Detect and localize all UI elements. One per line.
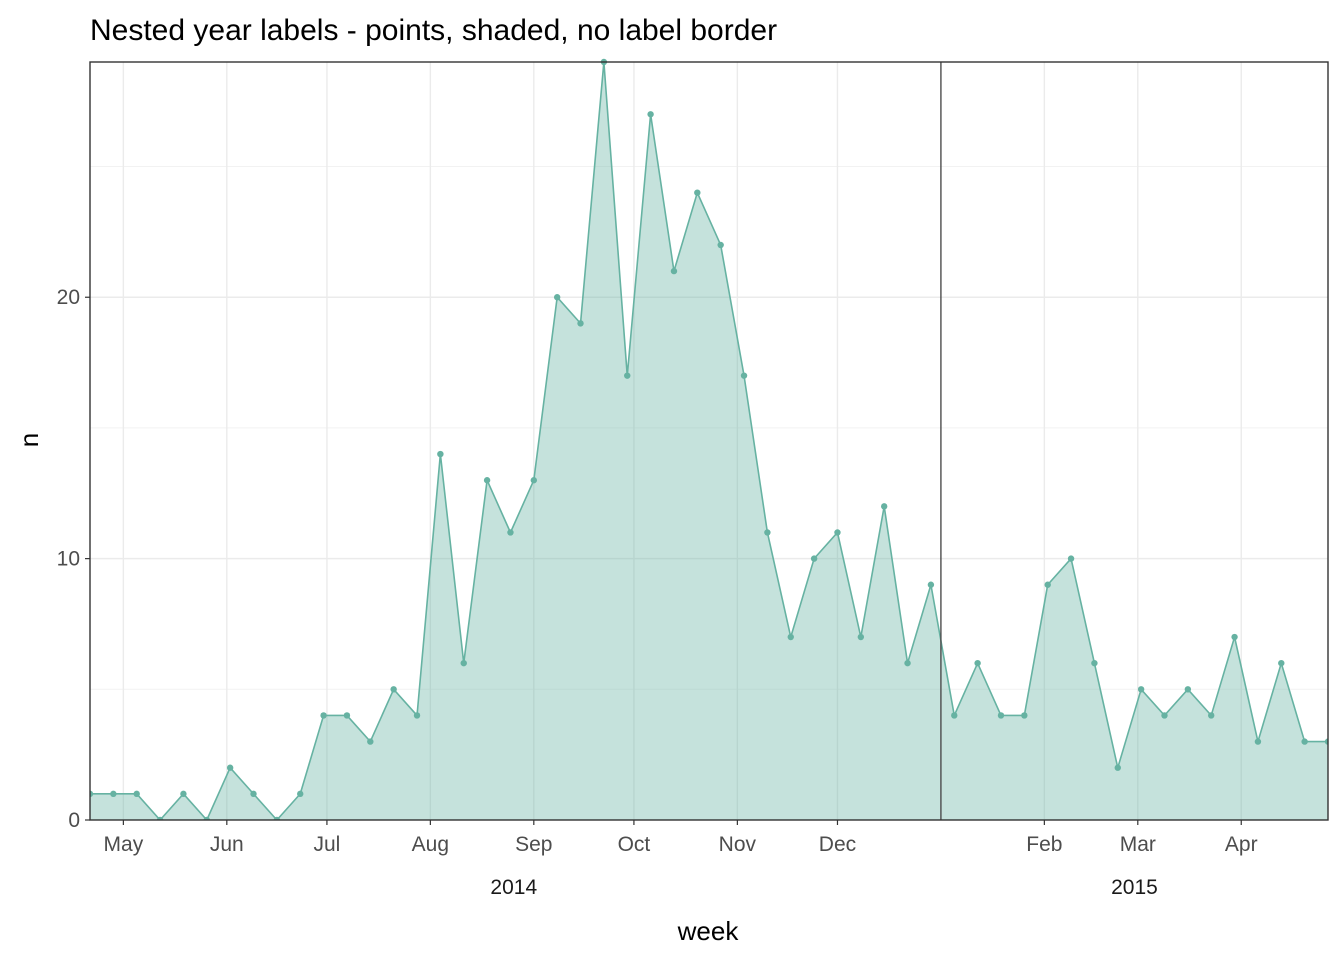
series-line [90, 61, 1328, 820]
data-point [647, 111, 654, 118]
data-point [273, 816, 281, 820]
year-labels: 2014 2015 [490, 876, 1157, 899]
x-axis-title: week [677, 916, 740, 946]
data-point [1114, 764, 1121, 771]
data-point [460, 659, 467, 667]
data-point [1161, 712, 1168, 719]
data-point [1021, 712, 1028, 719]
data-point [156, 816, 164, 820]
x-tick-label: Oct [618, 833, 651, 856]
data-point [577, 320, 584, 327]
y-axis-title: n [14, 433, 44, 447]
x-tick-label: Feb [1026, 833, 1062, 856]
data-point [997, 712, 1005, 719]
data-point [390, 686, 397, 693]
x-tick-label: Nov [719, 833, 757, 856]
x-tick-label: Jul [313, 833, 340, 856]
data-point [764, 529, 771, 536]
data-point [553, 294, 561, 301]
data-point [904, 659, 911, 667]
data-point [1067, 555, 1075, 562]
data-point [133, 790, 140, 798]
data-point [974, 659, 981, 667]
grid-major [90, 62, 1328, 820]
data-point [1324, 738, 1328, 745]
x-tick-label: Apr [1225, 833, 1258, 856]
data-point [880, 503, 888, 510]
x-tick-label: Dec [819, 833, 856, 856]
data-point [1044, 581, 1051, 588]
data-point [834, 529, 841, 536]
grid-minor [90, 166, 1328, 690]
points-layer [90, 58, 1328, 820]
area-layer [90, 61, 1328, 820]
data-point [437, 450, 444, 458]
x-tick-label: Mar [1120, 833, 1156, 856]
area-fill [90, 62, 1328, 820]
data-point [226, 764, 234, 771]
data-point [530, 477, 538, 484]
data-point [810, 555, 818, 562]
data-point [1231, 633, 1238, 641]
x-axis: May Jun Jul Aug Sep Oct Nov Dec Feb Mar Apr [104, 820, 1258, 856]
data-point [927, 581, 935, 588]
panel-border [89, 61, 1329, 821]
year-label: 2014 [490, 876, 537, 899]
y-tick-label: 10 [57, 548, 80, 571]
chart-title: Nested year labels - points, shaded, no … [90, 14, 777, 47]
data-point [694, 189, 701, 196]
data-point [1254, 738, 1262, 745]
data-point [483, 477, 491, 484]
data-point [203, 816, 210, 820]
data-point [1184, 686, 1192, 693]
x-tick-label: Aug [412, 833, 449, 856]
data-point [297, 790, 304, 798]
data-point [90, 790, 94, 798]
data-point [1208, 712, 1215, 719]
x-tick-label: Jun [210, 833, 244, 856]
data-point [180, 790, 187, 798]
data-point [367, 738, 374, 745]
y-tick-label: 20 [57, 286, 80, 309]
data-point [1137, 686, 1145, 693]
x-tick-label: May [104, 833, 144, 856]
data-point [787, 633, 794, 641]
data-point [857, 633, 865, 641]
x-tick-label: Sep [515, 833, 552, 856]
data-point [740, 372, 748, 379]
data-point [1091, 659, 1098, 667]
data-point [1278, 659, 1285, 667]
data-point [110, 790, 117, 798]
data-point [250, 790, 257, 798]
data-point [670, 267, 678, 275]
data-point [413, 712, 421, 719]
year-label: 2015 [1111, 876, 1158, 899]
data-point [507, 529, 514, 536]
data-point [343, 712, 351, 719]
data-point [320, 712, 327, 719]
data-point [624, 372, 631, 379]
data-point [717, 241, 724, 249]
data-point [951, 712, 958, 719]
data-point [1301, 738, 1308, 745]
y-axis: 0 10 20 [57, 286, 90, 832]
y-tick-label: 0 [68, 809, 80, 832]
